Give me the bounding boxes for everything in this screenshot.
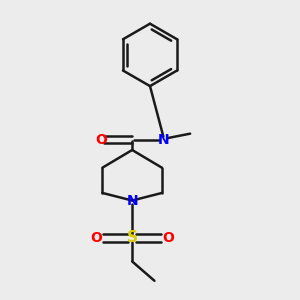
- Text: O: O: [162, 231, 174, 245]
- Text: O: O: [91, 231, 102, 245]
- Text: N: N: [158, 133, 169, 147]
- Text: O: O: [95, 133, 107, 147]
- Text: S: S: [127, 230, 138, 245]
- Text: N: N: [126, 194, 138, 208]
